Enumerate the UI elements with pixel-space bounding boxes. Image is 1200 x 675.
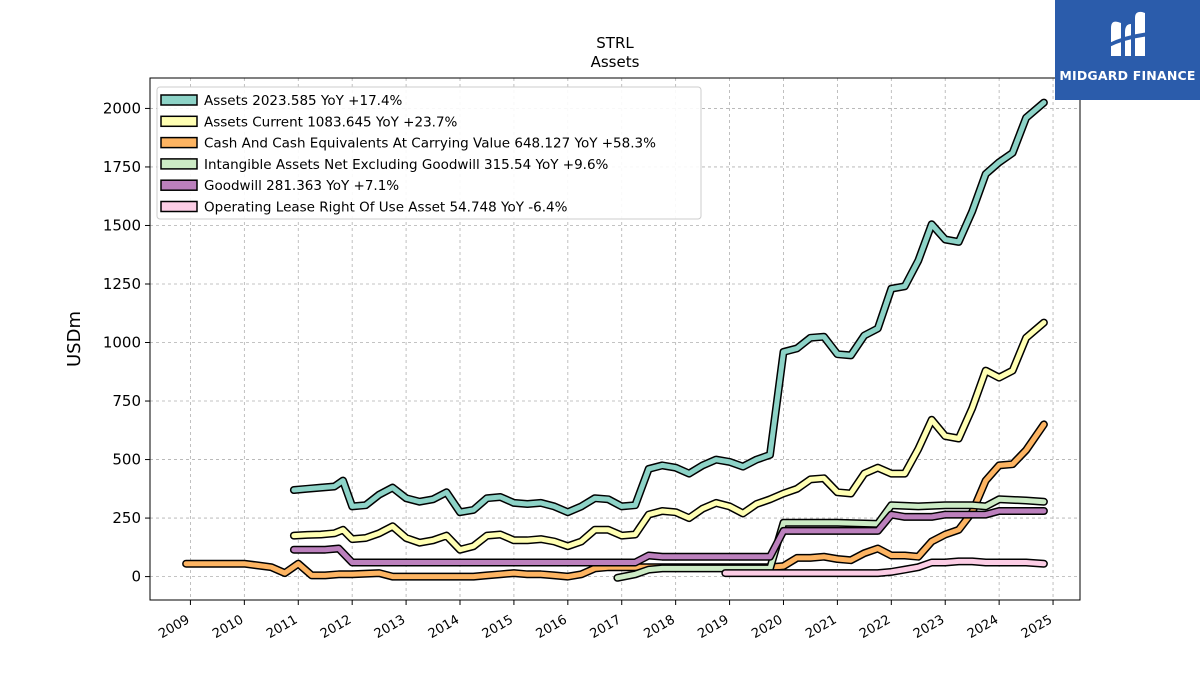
- x-tick-label: 2016: [534, 612, 570, 642]
- legend-swatch: [160, 115, 198, 128]
- midgard-logo-icon: [1107, 11, 1151, 57]
- brand-logo: MIDGARD FINANCE: [1055, 0, 1200, 100]
- x-tick-label: 2010: [210, 612, 246, 642]
- y-axis: 0 250 500 750 1000 1250 1500 1750 2000: [103, 99, 150, 586]
- x-tick-label: 2015: [480, 612, 516, 642]
- series-lines: [182, 98, 1048, 582]
- chart-subtitle: Assets: [591, 53, 640, 71]
- y-tick-label: 250: [112, 509, 141, 527]
- y-tick-label: 0: [131, 568, 141, 586]
- x-tick-label: 2021: [803, 612, 839, 642]
- legend-label: Goodwill 281.363 YoY +7.1%: [204, 178, 399, 194]
- legend: Assets 2023.585 YoY +17.4% Assets Current…: [156, 86, 702, 220]
- series-line: [614, 496, 1047, 581]
- x-tick-label: 2012: [318, 612, 354, 642]
- legend-label: Operating Lease Right Of Use Asset 54.74…: [204, 200, 568, 216]
- legend-swatch: [160, 94, 198, 106]
- x-tick-label: 2025: [1019, 612, 1055, 642]
- legend-label: Assets 2023.585 YoY +17.4%: [204, 93, 403, 109]
- y-tick-label: 1500: [103, 216, 141, 234]
- x-tick-label: 2014: [426, 612, 462, 642]
- y-axis-label: USDm: [64, 311, 85, 367]
- y-tick-label: 750: [112, 392, 141, 410]
- y-tick-label: 500: [112, 451, 141, 469]
- legend-swatch: [160, 136, 198, 149]
- y-tick-label: 1750: [103, 158, 141, 176]
- y-tick-label: 2000: [103, 99, 141, 117]
- x-tick-label: 2020: [749, 612, 785, 642]
- x-tick-label: 2009: [156, 612, 192, 642]
- series-line: [291, 320, 1047, 553]
- chart-title: STRL: [596, 34, 634, 52]
- series-line: [291, 100, 1047, 515]
- x-axis: 2009 2010 2011 2012 2013 2014 2015 2016 2017 2018…: [156, 600, 1055, 642]
- y-tick-label: 1000: [103, 334, 141, 352]
- x-tick-label: 2024: [965, 612, 1001, 642]
- legend-label: Cash And Cash Equivalents At Carrying Va…: [204, 136, 656, 152]
- legend-swatch: [160, 179, 198, 191]
- x-tick-label: 2019: [695, 612, 731, 642]
- x-tick-label: 2011: [264, 612, 300, 642]
- x-tick-label: 2018: [641, 612, 677, 642]
- legend-label: Assets Current 1083.645 YoY +23.7%: [204, 114, 458, 130]
- legend-swatch: [160, 200, 198, 213]
- x-tick-label: 2017: [588, 612, 624, 642]
- series-line: [722, 558, 1047, 576]
- x-tick-label: 2023: [911, 612, 947, 642]
- legend-swatch: [160, 158, 198, 170]
- plot-frame: [149, 77, 1081, 601]
- legend-label: Intangible Assets Net Excluding Goodwill…: [204, 157, 609, 173]
- legend-box: [156, 86, 702, 220]
- x-tick-label: 2013: [372, 612, 408, 642]
- x-tick-label: 2022: [857, 612, 893, 642]
- brand-name: MIDGARD FINANCE: [1059, 68, 1196, 83]
- series-line: [183, 421, 1047, 580]
- series-line: [291, 508, 1047, 565]
- y-tick-label: 1250: [103, 275, 141, 293]
